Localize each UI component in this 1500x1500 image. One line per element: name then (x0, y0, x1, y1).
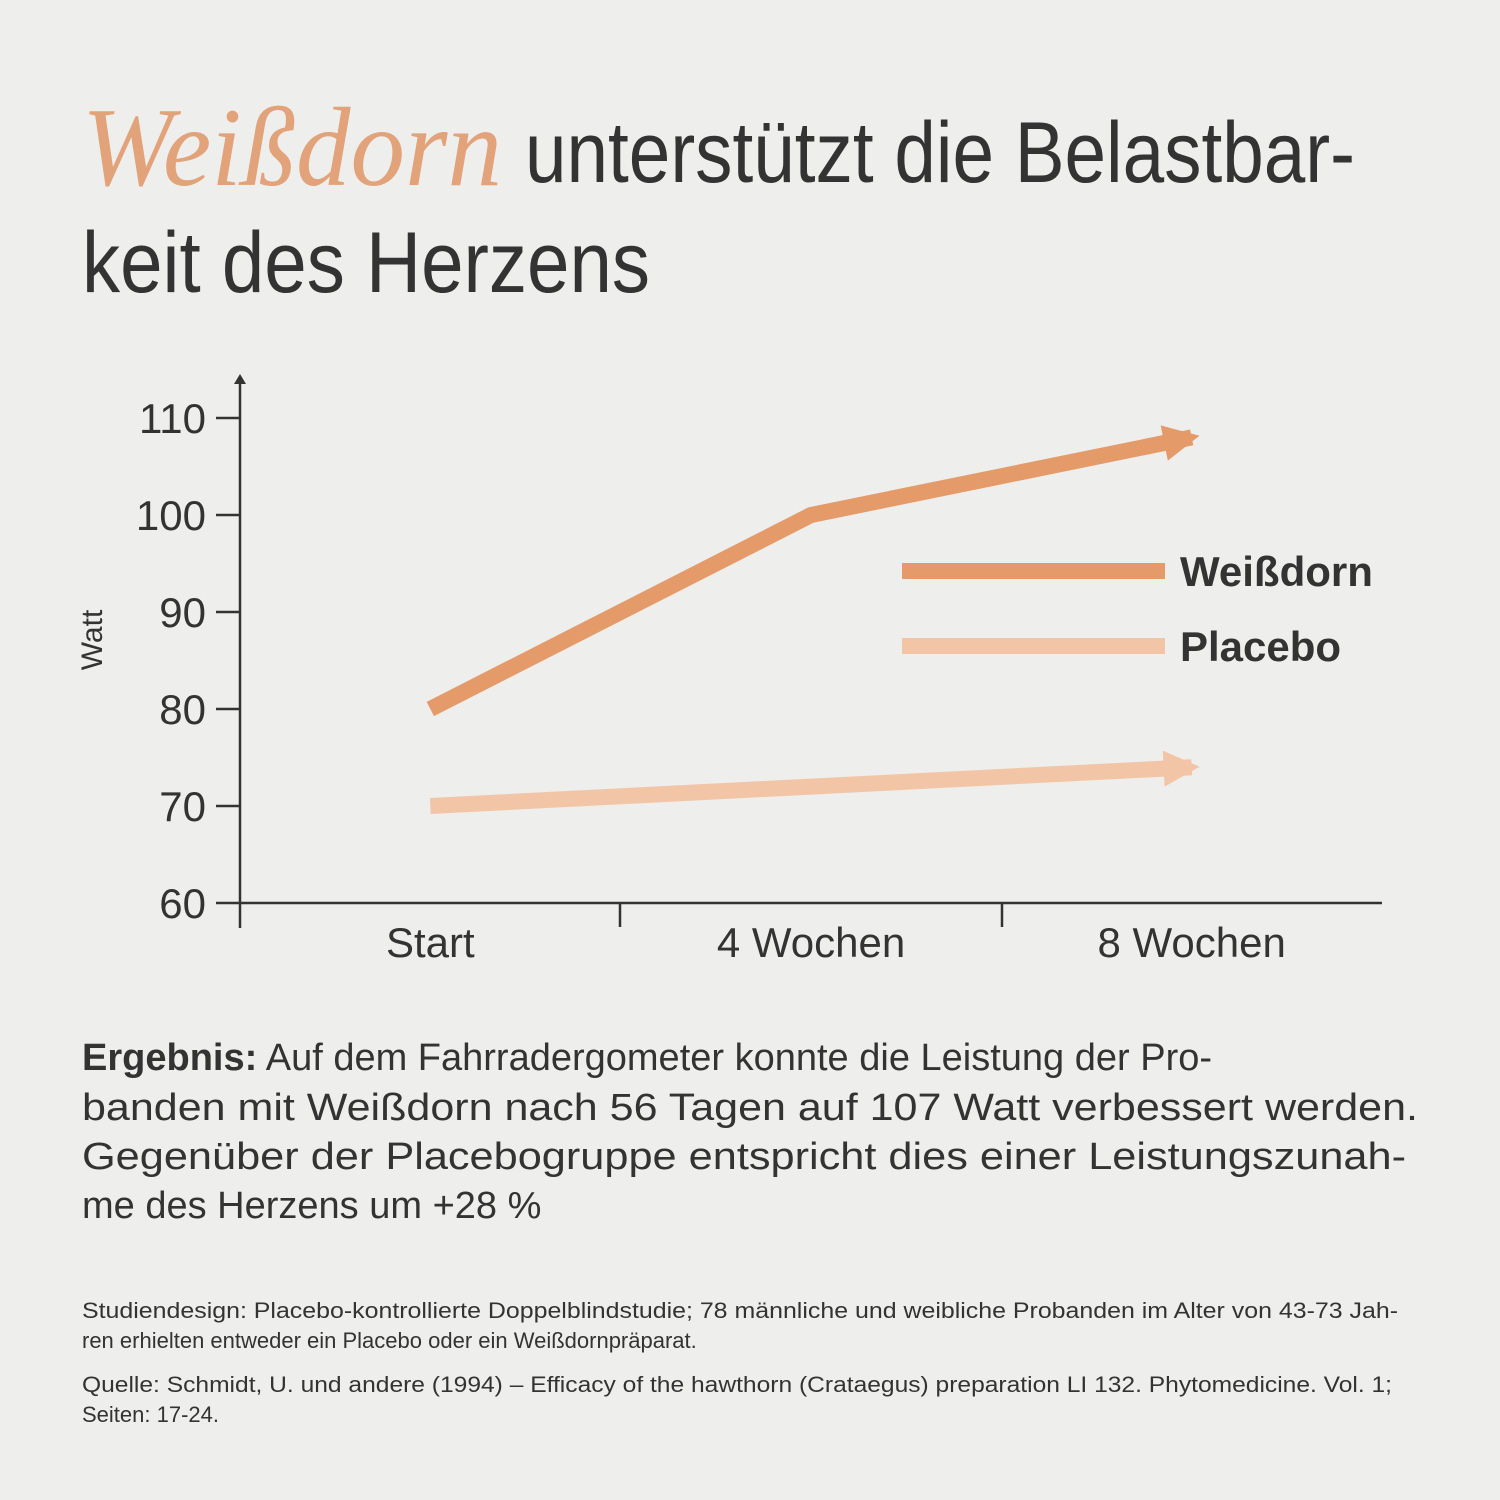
data-line (429, 759, 1193, 814)
footnote: Studiendesign: Placebo-kontrollierte Dop… (82, 1298, 1398, 1323)
title: keit des Herzens (82, 215, 650, 311)
result-line: me des Herzens um +28 % (82, 1185, 541, 1227)
line-arrow (1162, 750, 1200, 787)
result-text: Ergebnis: Auf dem Fahrradergometer konnt… (82, 1037, 1212, 1079)
y-tick-label: 70 (159, 783, 206, 830)
y-tick-label: 60 (159, 880, 206, 927)
x-tick-label: Start (386, 919, 475, 966)
footnote: Quelle: Schmidt, U. und andere (1994) – … (82, 1372, 1392, 1397)
result-line: Gegenüber der Placebogruppe entspricht d… (82, 1136, 1406, 1178)
x-tick-label: 4 Wochen (717, 919, 905, 966)
y-tick-label: 100 (136, 492, 206, 539)
title-script: Weißdorn (82, 86, 502, 210)
y-tick-label: 110 (139, 395, 206, 442)
data-line (426, 429, 1194, 717)
legend-label: Weißdorn (1180, 548, 1373, 595)
y-tick-label: 90 (159, 589, 206, 636)
line-arrow (1160, 425, 1200, 461)
result-line: banden mit Weißdorn nach 56 Tagen auf 10… (82, 1087, 1418, 1129)
result-line: Auf dem Fahrradergometer konnte die Leis… (266, 1037, 1212, 1079)
footnote: Seiten: 17-24. (82, 1402, 219, 1427)
y-axis-label: Watt (76, 609, 109, 670)
x-axis (240, 901, 1382, 927)
x-tick-label: 8 Wochen (1097, 919, 1285, 966)
result-label: Ergebnis: (82, 1037, 257, 1079)
y-tick-label: 80 (159, 686, 206, 733)
axis-arrow (234, 374, 246, 384)
footnote: ren erhielten entweder ein Placebo oder … (82, 1328, 697, 1353)
legend-label: Placebo (1180, 623, 1341, 670)
title: unterstützt die Belastbar- (525, 105, 1355, 201)
